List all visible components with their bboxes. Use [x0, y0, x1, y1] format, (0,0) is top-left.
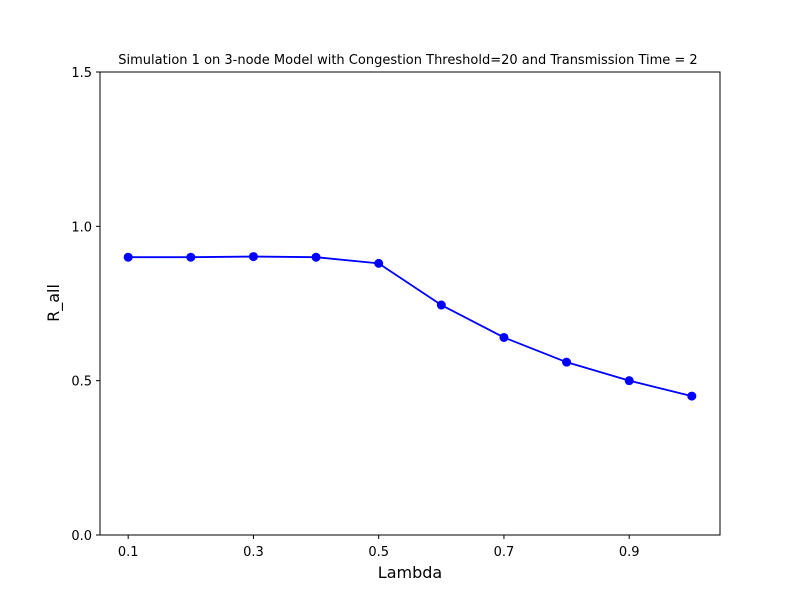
- plot-area-background: [100, 72, 720, 535]
- x-axis-label: Lambda: [378, 563, 442, 582]
- series-line: [128, 255, 693, 397]
- data-point-marker: [123, 252, 133, 262]
- chart-title: Simulation 1 on 3-node Model with Conges…: [118, 53, 697, 68]
- y-axis-ticks: 0.0 0.5 1.0 1.5: [71, 66, 100, 544]
- plot-frame: [99, 71, 721, 536]
- x-axis-ticks: 0.1 0.3 0.5 0.7 0.9: [118, 535, 640, 560]
- x-tick-label: 0.9: [619, 545, 640, 560]
- data-point-marker: [436, 300, 446, 310]
- y-tick-label: 1.5: [71, 66, 92, 81]
- data-point-marker: [374, 258, 384, 268]
- x-tick-label: 0.3: [243, 545, 264, 560]
- data-point-marker: [624, 376, 634, 386]
- data-point-marker: [499, 332, 509, 342]
- data-point-marker: [562, 357, 572, 367]
- data-point-marker: [186, 252, 196, 262]
- x-tick-label: 0.1: [118, 545, 139, 560]
- data-point-marker: [687, 391, 697, 401]
- y-axis-label: R_all: [44, 284, 64, 322]
- y-tick-label: 0.0: [71, 529, 92, 544]
- y-tick-label: 0.5: [71, 375, 92, 390]
- y-tick-label: 1.0: [71, 220, 92, 235]
- x-tick-label: 0.5: [368, 545, 389, 560]
- series-layer: [123, 252, 697, 401]
- data-point-marker: [311, 252, 321, 262]
- x-tick-label: 0.7: [494, 545, 515, 560]
- data-point-marker: [248, 252, 258, 262]
